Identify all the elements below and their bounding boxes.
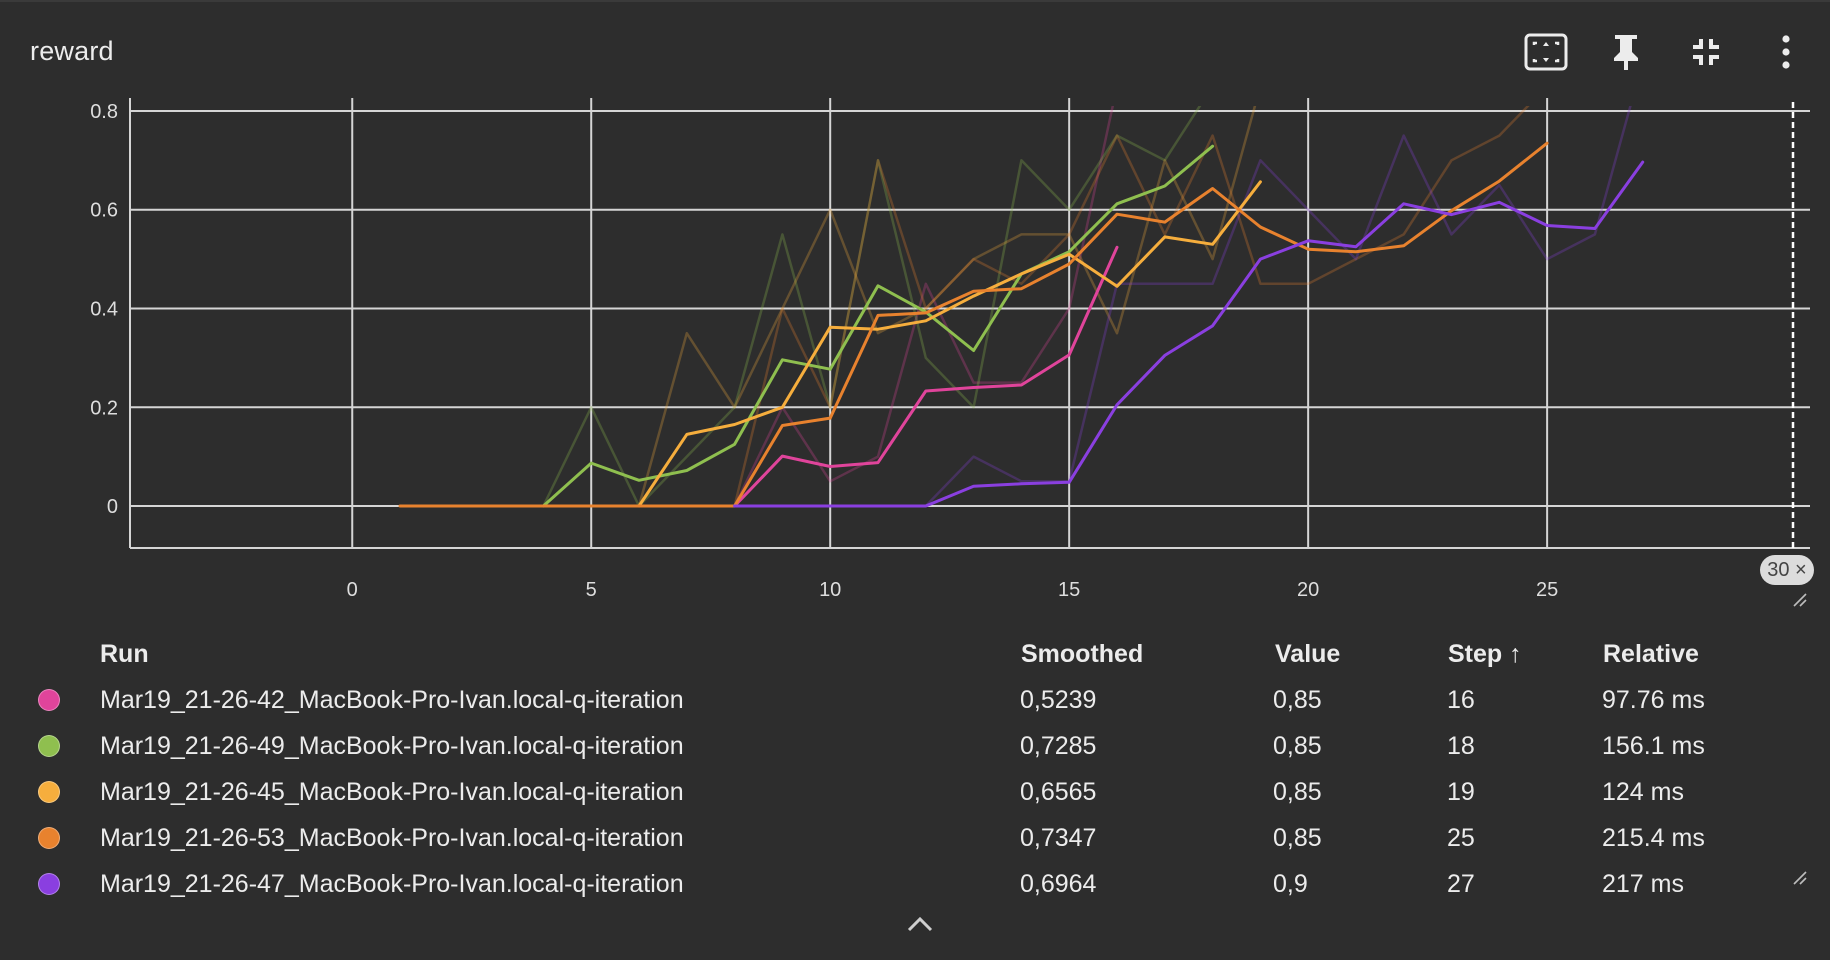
legend-header-row: Run Smoothed Value Step ↑ Relative [0,631,1830,677]
legend-cell-value: 0,85 [1273,778,1322,806]
fit-domain-button[interactable] [1518,28,1574,76]
smoothed-series-line-1[interactable] [733,245,1119,508]
y-tick-label: 0 [107,496,118,518]
legend-row[interactable]: Mar19_21-26-49_MacBook-Pro-Ivan.local-q-… [0,723,1830,769]
header-step[interactable]: Step ↑ [1448,631,1522,677]
legend-cell-smoothed: 0,5239 [1020,686,1097,714]
smoothed-series-line-5[interactable] [733,160,1645,508]
legend-cell-step: 27 [1447,870,1475,898]
header-value[interactable]: Value [1275,640,1341,668]
legend-cell-relative: 97.76 ms [1602,686,1705,714]
raw-series-line-2 [542,106,1202,508]
fit-to-screen-icon [1524,33,1568,71]
legend-cell-relative: 156.1 ms [1602,732,1705,760]
legend-row[interactable]: Mar19_21-26-53_MacBook-Pro-Ivan.local-q-… [0,815,1830,861]
smoothed-series-line-2[interactable] [541,144,1215,508]
pin-icon [1614,35,1638,70]
run-color-swatch[interactable] [38,827,60,849]
legend-cell-value: 0,85 [1273,824,1322,852]
axes [129,98,1810,549]
x-tick-label: 0 [347,579,358,601]
x-tick-label: 15 [1058,579,1080,601]
grid-lines [130,98,1810,548]
run-color-swatch[interactable] [38,689,60,711]
legend-cell-run: Mar19_21-26-45_MacBook-Pro-Ivan.local-q-… [100,778,684,806]
raw-series-layer [400,106,1632,508]
smoothed-series-line-3[interactable] [637,180,1262,508]
legend-row[interactable]: Mar19_21-26-47_MacBook-Pro-Ivan.local-q-… [0,861,1830,907]
header-relative[interactable]: Relative [1603,640,1699,668]
x-tick-label: 25 [1536,579,1558,601]
legend-cell-smoothed: 0,7347 [1020,824,1097,852]
legend-cell-smoothed: 0,6964 [1020,870,1097,898]
legend-cell-relative: 217 ms [1602,870,1684,898]
sort-arrow-up-icon: ↑ [1509,640,1522,668]
legend-cell-relative: 124 ms [1602,778,1684,806]
run-color-swatch[interactable] [38,735,60,757]
legend-row[interactable]: Mar19_21-26-42_MacBook-Pro-Ivan.local-q-… [0,677,1830,723]
run-color-swatch[interactable] [38,781,60,803]
legend-row[interactable]: Mar19_21-26-45_MacBook-Pro-Ivan.local-q-… [0,769,1830,815]
legend-cell-run: Mar19_21-26-53_MacBook-Pro-Ivan.local-q-… [100,824,684,852]
x-tick-label: 10 [819,579,841,601]
header-step-label: Step [1448,640,1503,668]
legend-cell-run: Mar19_21-26-42_MacBook-Pro-Ivan.local-q-… [100,686,684,714]
y-tick-label: 0.2 [90,397,118,419]
legend-cell-run: Mar19_21-26-47_MacBook-Pro-Ivan.local-q-… [100,870,684,898]
raw-series-line-1 [733,106,1115,507]
legend-cell-relative: 215.4 ms [1602,824,1705,852]
chevron-up-icon [907,916,933,932]
more-options-button[interactable] [1758,28,1814,76]
collapse-card-button[interactable] [1678,28,1734,76]
run-color-swatch[interactable] [38,873,60,895]
y-tick-label: 0.8 [90,101,118,123]
legend-cell-step: 18 [1447,732,1475,760]
legend-cell-step: 16 [1447,686,1475,714]
legend-cell-smoothed: 0,7285 [1020,732,1097,760]
resize-handle-icon[interactable] [1792,592,1808,608]
y-tick-label: 0.6 [90,200,118,222]
y-tick-label: 0.4 [90,298,118,320]
x-tick-label: 5 [586,579,597,601]
raw-series-line-4 [400,106,1530,508]
legend-resize-handle-icon[interactable] [1792,870,1808,886]
card-toolbar [1518,28,1814,76]
x-tick-label: 20 [1297,579,1319,601]
legend-cell-run: Mar19_21-26-49_MacBook-Pro-Ivan.local-q-… [100,732,684,760]
legend-cell-step: 19 [1447,778,1475,806]
smoothed-series-line-4[interactable] [398,141,1549,508]
fullscreen-exit-icon [1693,39,1719,65]
reward-line-chart[interactable]: 0 5 10 15 20 25 0 0.2 0.4 0.6 0.8 [0,92,1830,612]
header-run[interactable]: Run [100,640,149,668]
more-vert-icon [1782,35,1790,69]
smoothed-series-layer [398,141,1645,508]
legend-cell-value: 0,85 [1273,686,1322,714]
header-smoothed[interactable]: Smoothed [1021,640,1144,668]
legend-cell-value: 0,85 [1273,732,1322,760]
tick-labels: 0 5 10 15 20 25 0 0.2 0.4 0.6 0.8 [90,101,1558,601]
legend-cell-smoothed: 0,6565 [1020,778,1097,806]
pin-button[interactable] [1598,28,1654,76]
card-title: reward [30,36,114,66]
collapse-legend-button[interactable] [902,910,938,938]
legend-cell-step: 25 [1447,824,1475,852]
legend-cell-value: 0,9 [1273,870,1308,898]
step-cursor-badge[interactable]: 30 × [1760,555,1814,585]
